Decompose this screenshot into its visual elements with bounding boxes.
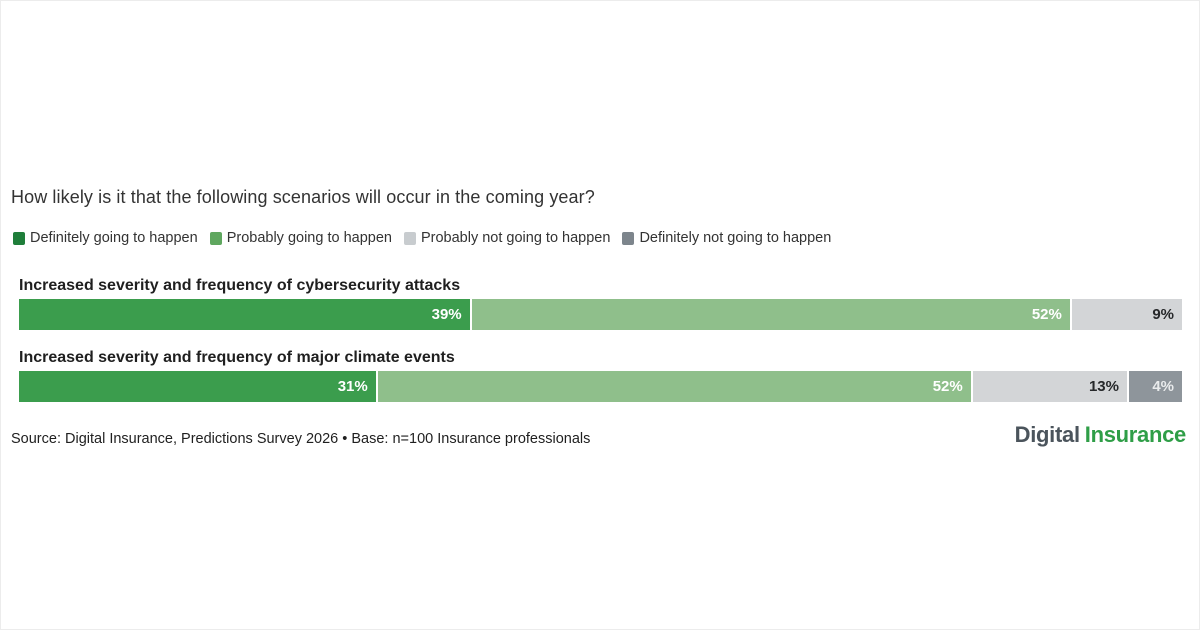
legend-item: Definitely not going to happen [622,230,831,246]
chart-title: How likely is it that the following scen… [11,187,595,207]
legend-swatch-icon [13,231,25,245]
bar-row-label: Increased severity and frequency of majo… [19,349,455,366]
legend-item: Probably not going to happen [403,230,611,246]
legend-label: Definitely not going to happen [639,230,832,246]
bar-row: Increased severity and frequency of majo… [19,348,1182,402]
bar-segment: 52% [377,371,971,402]
legend-swatch-icon [622,231,635,245]
bar-segment: 39% [19,299,470,330]
bar-row: Increased severity and frequency of cybe… [19,276,1183,330]
legend-item: Definitely going to happen [13,230,198,246]
legend-item: Probably going to happen [209,230,392,246]
bar-segment: 9% [1071,299,1183,330]
source-note: Source: Digital Insurance, Predictions S… [11,431,591,447]
legend: Definitely going to happen Probably goin… [13,230,831,246]
brand-logo: Digital Insurance [1014,422,1187,448]
brand-word-digital: Digital [1014,422,1080,447]
legend-label: Probably going to happen [226,230,392,246]
legend-label: Definitely going to happen [30,230,198,246]
bar-segment: 52% [471,299,1070,330]
legend-swatch-icon [209,231,222,245]
stacked-bar: 39% 52% 9% [19,299,1183,330]
brand-word-insurance: Insurance [1084,422,1187,447]
legend-label: Probably not going to happen [420,230,611,246]
bar-segment: 13% [972,371,1127,402]
chart-area: Increased severity and frequency of cybe… [19,276,1183,402]
bar-row-label: Increased severity and frequency of cybe… [19,277,461,294]
legend-swatch-icon [403,231,416,245]
bar-segment: 4% [1129,371,1182,402]
stacked-bar: 31% 52% 13% 4% [19,371,1182,402]
bar-segment: 31% [19,371,376,402]
